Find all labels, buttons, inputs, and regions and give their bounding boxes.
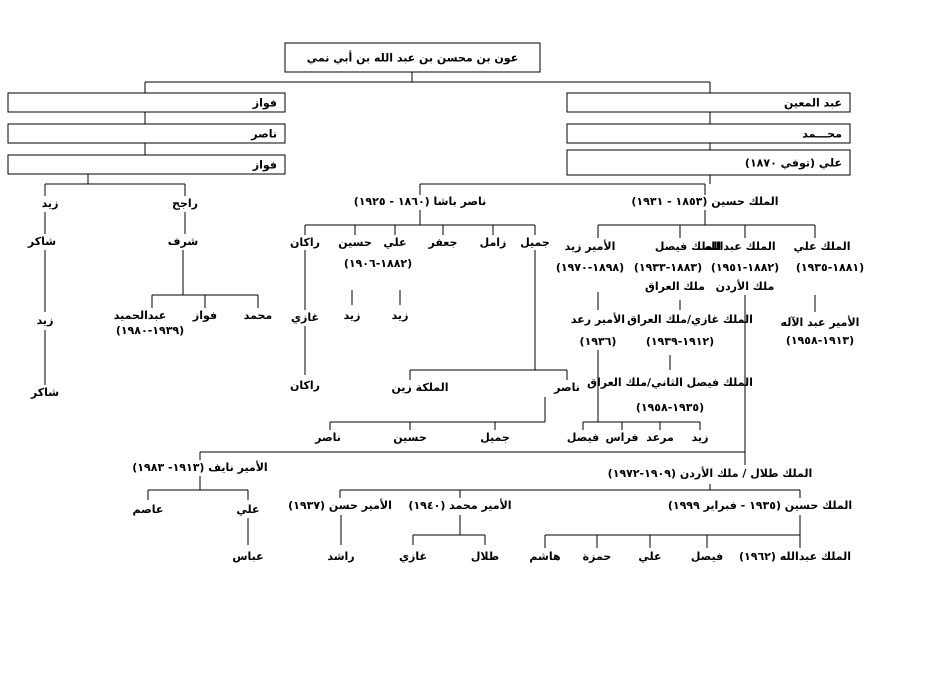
person-name: فواز (252, 97, 277, 110)
person-label: فراس (606, 431, 639, 444)
person-label: (١٩٣٥-١٩٥٨) (636, 401, 704, 414)
person-label: طلال (471, 550, 499, 563)
person-box (7, 154, 286, 175)
person-label: غازي (291, 311, 319, 324)
person-box (566, 149, 851, 176)
person-name: عبد المعين (784, 97, 842, 110)
connectors (44, 72, 816, 548)
person-label: زيد (692, 431, 709, 444)
person-label: الملك عبدالله (704, 240, 775, 253)
person-label: (١٨٨٢-١٩٥١) (711, 261, 779, 274)
person-label: راكان (290, 236, 320, 249)
person-label: (١٩٣٩-١٩٨٠) (116, 324, 184, 337)
person-label: زيد (37, 314, 54, 327)
person-label: جميل (520, 236, 550, 249)
person-label: زيد (42, 197, 59, 210)
person-name: عون بن محسن بن عبد الله بن أبي نمي (307, 51, 518, 65)
person-label: زيد (344, 309, 361, 322)
person-label: الملك طلال / ملك الأردن (١٩٠٩-١٩٧٢) (608, 466, 813, 480)
person-label: حمزة (583, 550, 612, 563)
person-label: (١٨٩٨-١٩٧٠) (556, 261, 624, 274)
person-label: مرعد (646, 431, 674, 444)
person-name: ناصر (250, 128, 277, 141)
person-label: الملكة زين (391, 381, 448, 394)
person-label: (١٨٨٢-١٩٠٦) (344, 257, 412, 270)
person-label: علي (236, 503, 259, 516)
person-box (566, 92, 851, 113)
person-label: عاصم (133, 503, 164, 516)
person-label: راجح (172, 197, 198, 210)
person-label: علي (638, 550, 661, 563)
person-label: ناصر (553, 381, 580, 394)
person-label: (١٨٨٣-١٩٣٣) (634, 261, 702, 274)
person-label: شاكر (30, 386, 59, 399)
person-label: الملك غازي/ملك العراق (627, 313, 753, 326)
person-label: ناصر باشا (١٨٦٠ - ١٩٢٥) (354, 195, 487, 208)
person-label: (١٩١٢-١٩٣٩) (646, 335, 714, 348)
person-label: فواز (192, 309, 217, 322)
person-label: جعفر (428, 236, 458, 249)
person-label: فيصل (691, 550, 723, 563)
person-label: الملك حسين (١٨٥٣ - ١٩٣١) (631, 195, 778, 208)
person-box (7, 92, 286, 113)
person-label: ملك العراق (645, 280, 705, 293)
person-label: الملك حسين (١٩٣٥ - فبراير ١٩٩٩) (668, 499, 852, 512)
person-label: زيد (392, 309, 409, 322)
person-label: عبدالحميد (114, 309, 166, 322)
person-label: حسين (338, 236, 372, 249)
person-label: فيصل (567, 431, 599, 444)
person-label: الأمير عبد الآله (781, 315, 860, 329)
person-label: جميل (480, 431, 510, 444)
person-label: راشد (327, 550, 354, 563)
person-label: حسين (393, 431, 427, 444)
person-label: ناصر (314, 431, 341, 444)
person-label: الأمير زيد (565, 239, 616, 253)
person-label: شاكر (27, 235, 56, 248)
person-label: الأمير رعد (571, 312, 625, 326)
person-box (284, 42, 541, 73)
person-label: الملك عبدالله (١٩٦٢) (739, 550, 851, 563)
person-label: غازي (399, 550, 427, 563)
person-label: محمد (244, 309, 272, 322)
person-label: زامل (480, 236, 507, 249)
person-label: هاشم (529, 550, 560, 563)
person-label: (١٩١٣-١٩٥٨) (786, 334, 854, 347)
person-box (7, 123, 286, 144)
person-label: (١٩٣٦) (580, 335, 617, 348)
person-label: الأمير حسن (١٩٣٧) (288, 498, 392, 512)
person-label: ملك الأردن (716, 279, 775, 293)
person-label: علي (383, 236, 406, 249)
person-label: الملك فيصل الثاني/ملك العراق (587, 376, 753, 389)
person-label: الأمير نايف (١٩١٣- ١٩٨٣) (132, 460, 267, 474)
person-label: عباس (232, 550, 263, 563)
person-name: فواز (252, 159, 277, 172)
person-box (566, 123, 851, 144)
person-label: شرف (168, 235, 198, 248)
person-label: راكان (290, 379, 320, 392)
person-label: الملك علي (794, 240, 851, 253)
person-label: (١٨٨١-١٩٣٥) (796, 261, 864, 274)
person-name: علي (توفي ١٨٧٠) (745, 157, 842, 170)
person-label: الملك فيصل (655, 240, 721, 253)
person-name: محـــمد (802, 128, 842, 141)
person-label: الأمير محمد (١٩٤٠) (408, 498, 511, 512)
